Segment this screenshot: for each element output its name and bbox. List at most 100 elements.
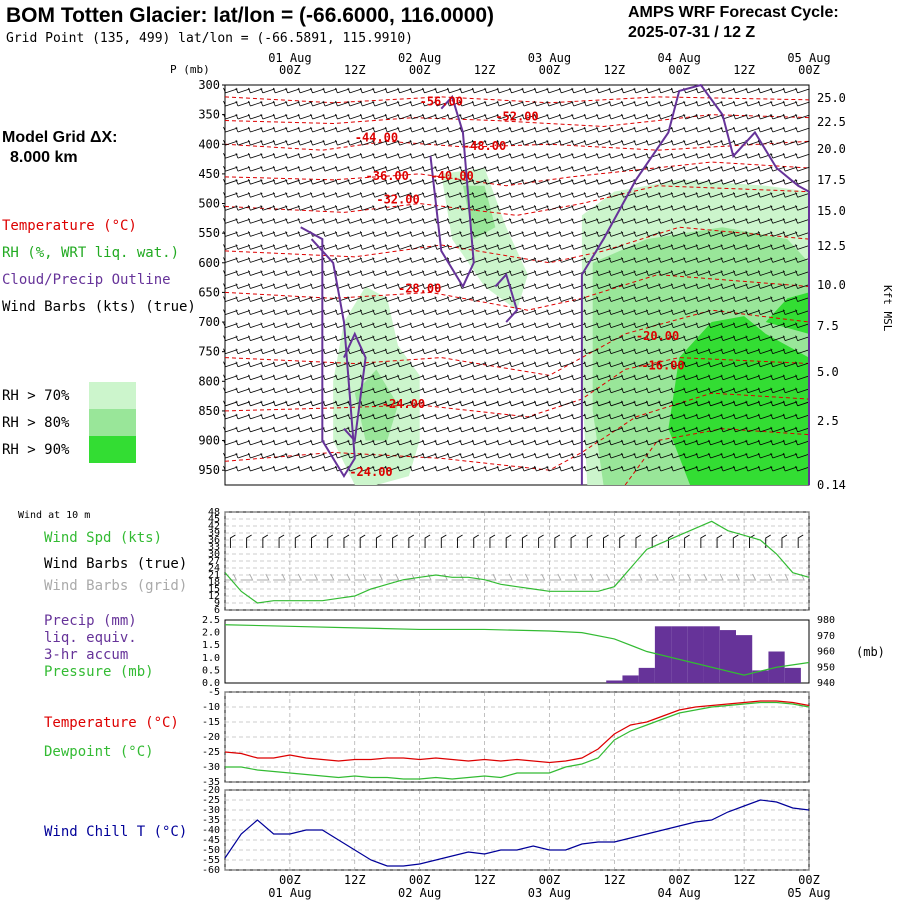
wind-chill-panel-tick-label: -20: [202, 785, 220, 796]
wind-barb: [782, 270, 798, 276]
wind-barb: [782, 322, 798, 328]
bottom-hour-label: 12Z: [603, 873, 625, 887]
wind-barb: [596, 126, 611, 133]
wind-barb: [658, 439, 673, 446]
wind-barb: [558, 152, 574, 159]
wind-barb: [434, 179, 450, 185]
wind-barb: [695, 270, 711, 276]
wind-barb: [546, 139, 561, 146]
wind-barb: [297, 361, 313, 368]
wind-barb: [521, 270, 537, 276]
wind-barb: [409, 322, 425, 328]
wind-barb: [708, 244, 723, 250]
wind-barb: [708, 113, 723, 120]
wind-barb: [745, 309, 760, 315]
wind-barb: [235, 113, 251, 120]
precip-bar: [671, 626, 688, 683]
wind-barb: [496, 309, 512, 315]
height-tick-label: 7.5: [817, 319, 839, 333]
wind-barb: [708, 296, 723, 302]
wind-barb: [434, 87, 450, 94]
wind-barb: [484, 126, 499, 133]
wind-barb: [446, 387, 462, 394]
wind-barb: [260, 257, 275, 263]
wind-barb: [633, 270, 649, 276]
surface-wind-barb: [489, 534, 496, 548]
wind-barb: [446, 374, 462, 381]
wind-barb: [596, 257, 611, 263]
wind-barb: [683, 413, 698, 420]
wind-barb: [347, 270, 362, 276]
wind-barb: [285, 413, 300, 420]
wind-barb: [757, 413, 773, 420]
wind-barb: [795, 152, 810, 159]
temperature-contour-label: -24.00: [382, 397, 425, 411]
wind-barb: [608, 257, 624, 263]
wind-barb: [658, 309, 673, 315]
wind-barb: [359, 126, 375, 133]
bottom-date-label: 03 Aug: [528, 886, 571, 900]
wind-barb: [670, 231, 686, 237]
wind-barb: [223, 165, 238, 172]
wind-barb: [745, 439, 760, 446]
wind-barb: [571, 413, 586, 420]
wind-barb: [621, 231, 636, 237]
wind-barb: [571, 218, 586, 224]
wind-barb: [285, 244, 300, 250]
wind-barb: [372, 231, 387, 237]
wind-barb: [509, 348, 524, 355]
wind-barb: [409, 218, 425, 224]
wind-barb: [745, 465, 760, 472]
wind-barb: [521, 87, 537, 94]
temperature-line: [224, 700, 810, 764]
wind-barb: [546, 283, 561, 289]
wind-barb: [534, 87, 549, 94]
wind-barb: [658, 165, 673, 172]
wind-barb: [720, 322, 736, 328]
wind-barb: [534, 192, 549, 198]
wind-barb: [347, 126, 362, 133]
wind-barb: [260, 231, 275, 237]
wind-barb: [621, 283, 636, 289]
wind-barb: [621, 452, 636, 459]
wind-barb: [546, 452, 561, 459]
wind-barb: [509, 387, 524, 394]
wind-barb: [471, 413, 487, 420]
wind-barb: [534, 165, 549, 172]
wind-barb: [782, 413, 798, 420]
wind-barb: [247, 452, 263, 459]
wind-barb: [633, 335, 649, 342]
wind-barb: [608, 87, 624, 94]
temperature-contour: [224, 392, 810, 471]
wind-barb: [285, 87, 300, 94]
wind-barb: [484, 218, 499, 224]
wind-barb: [272, 165, 288, 172]
wind-barb: [223, 335, 238, 342]
wind-barb: [658, 152, 673, 159]
wind-speed-panel-tick-label: 45: [208, 514, 220, 525]
height-tick-label: 0.14: [817, 478, 846, 492]
wind-barb: [484, 139, 499, 146]
pressure-tick-label: 400: [198, 137, 220, 151]
surface-wind-barb: [732, 534, 739, 548]
wind-barb: [558, 270, 574, 276]
wind-barb: [297, 400, 313, 407]
wind-barb: [708, 465, 723, 472]
wind-barb: [733, 270, 748, 276]
precip-bar: [638, 667, 655, 683]
wind-barb: [770, 387, 785, 394]
wind-barb: [272, 348, 288, 355]
wind-barb: [397, 87, 412, 94]
grid-wind-barb: [743, 573, 757, 581]
surface-wind-barb: [781, 534, 788, 548]
wind-barb: [397, 309, 412, 315]
wind-barb: [260, 218, 275, 224]
wind-barb: [285, 387, 300, 394]
height-tick-label: 17.5: [817, 173, 846, 187]
wind-barb: [335, 179, 350, 185]
bottom-hour-label: 12Z: [733, 873, 755, 887]
wind-barb: [534, 100, 549, 107]
wind-barb: [496, 257, 512, 263]
wind-barb: [621, 244, 636, 250]
wind-barb: [223, 231, 238, 237]
